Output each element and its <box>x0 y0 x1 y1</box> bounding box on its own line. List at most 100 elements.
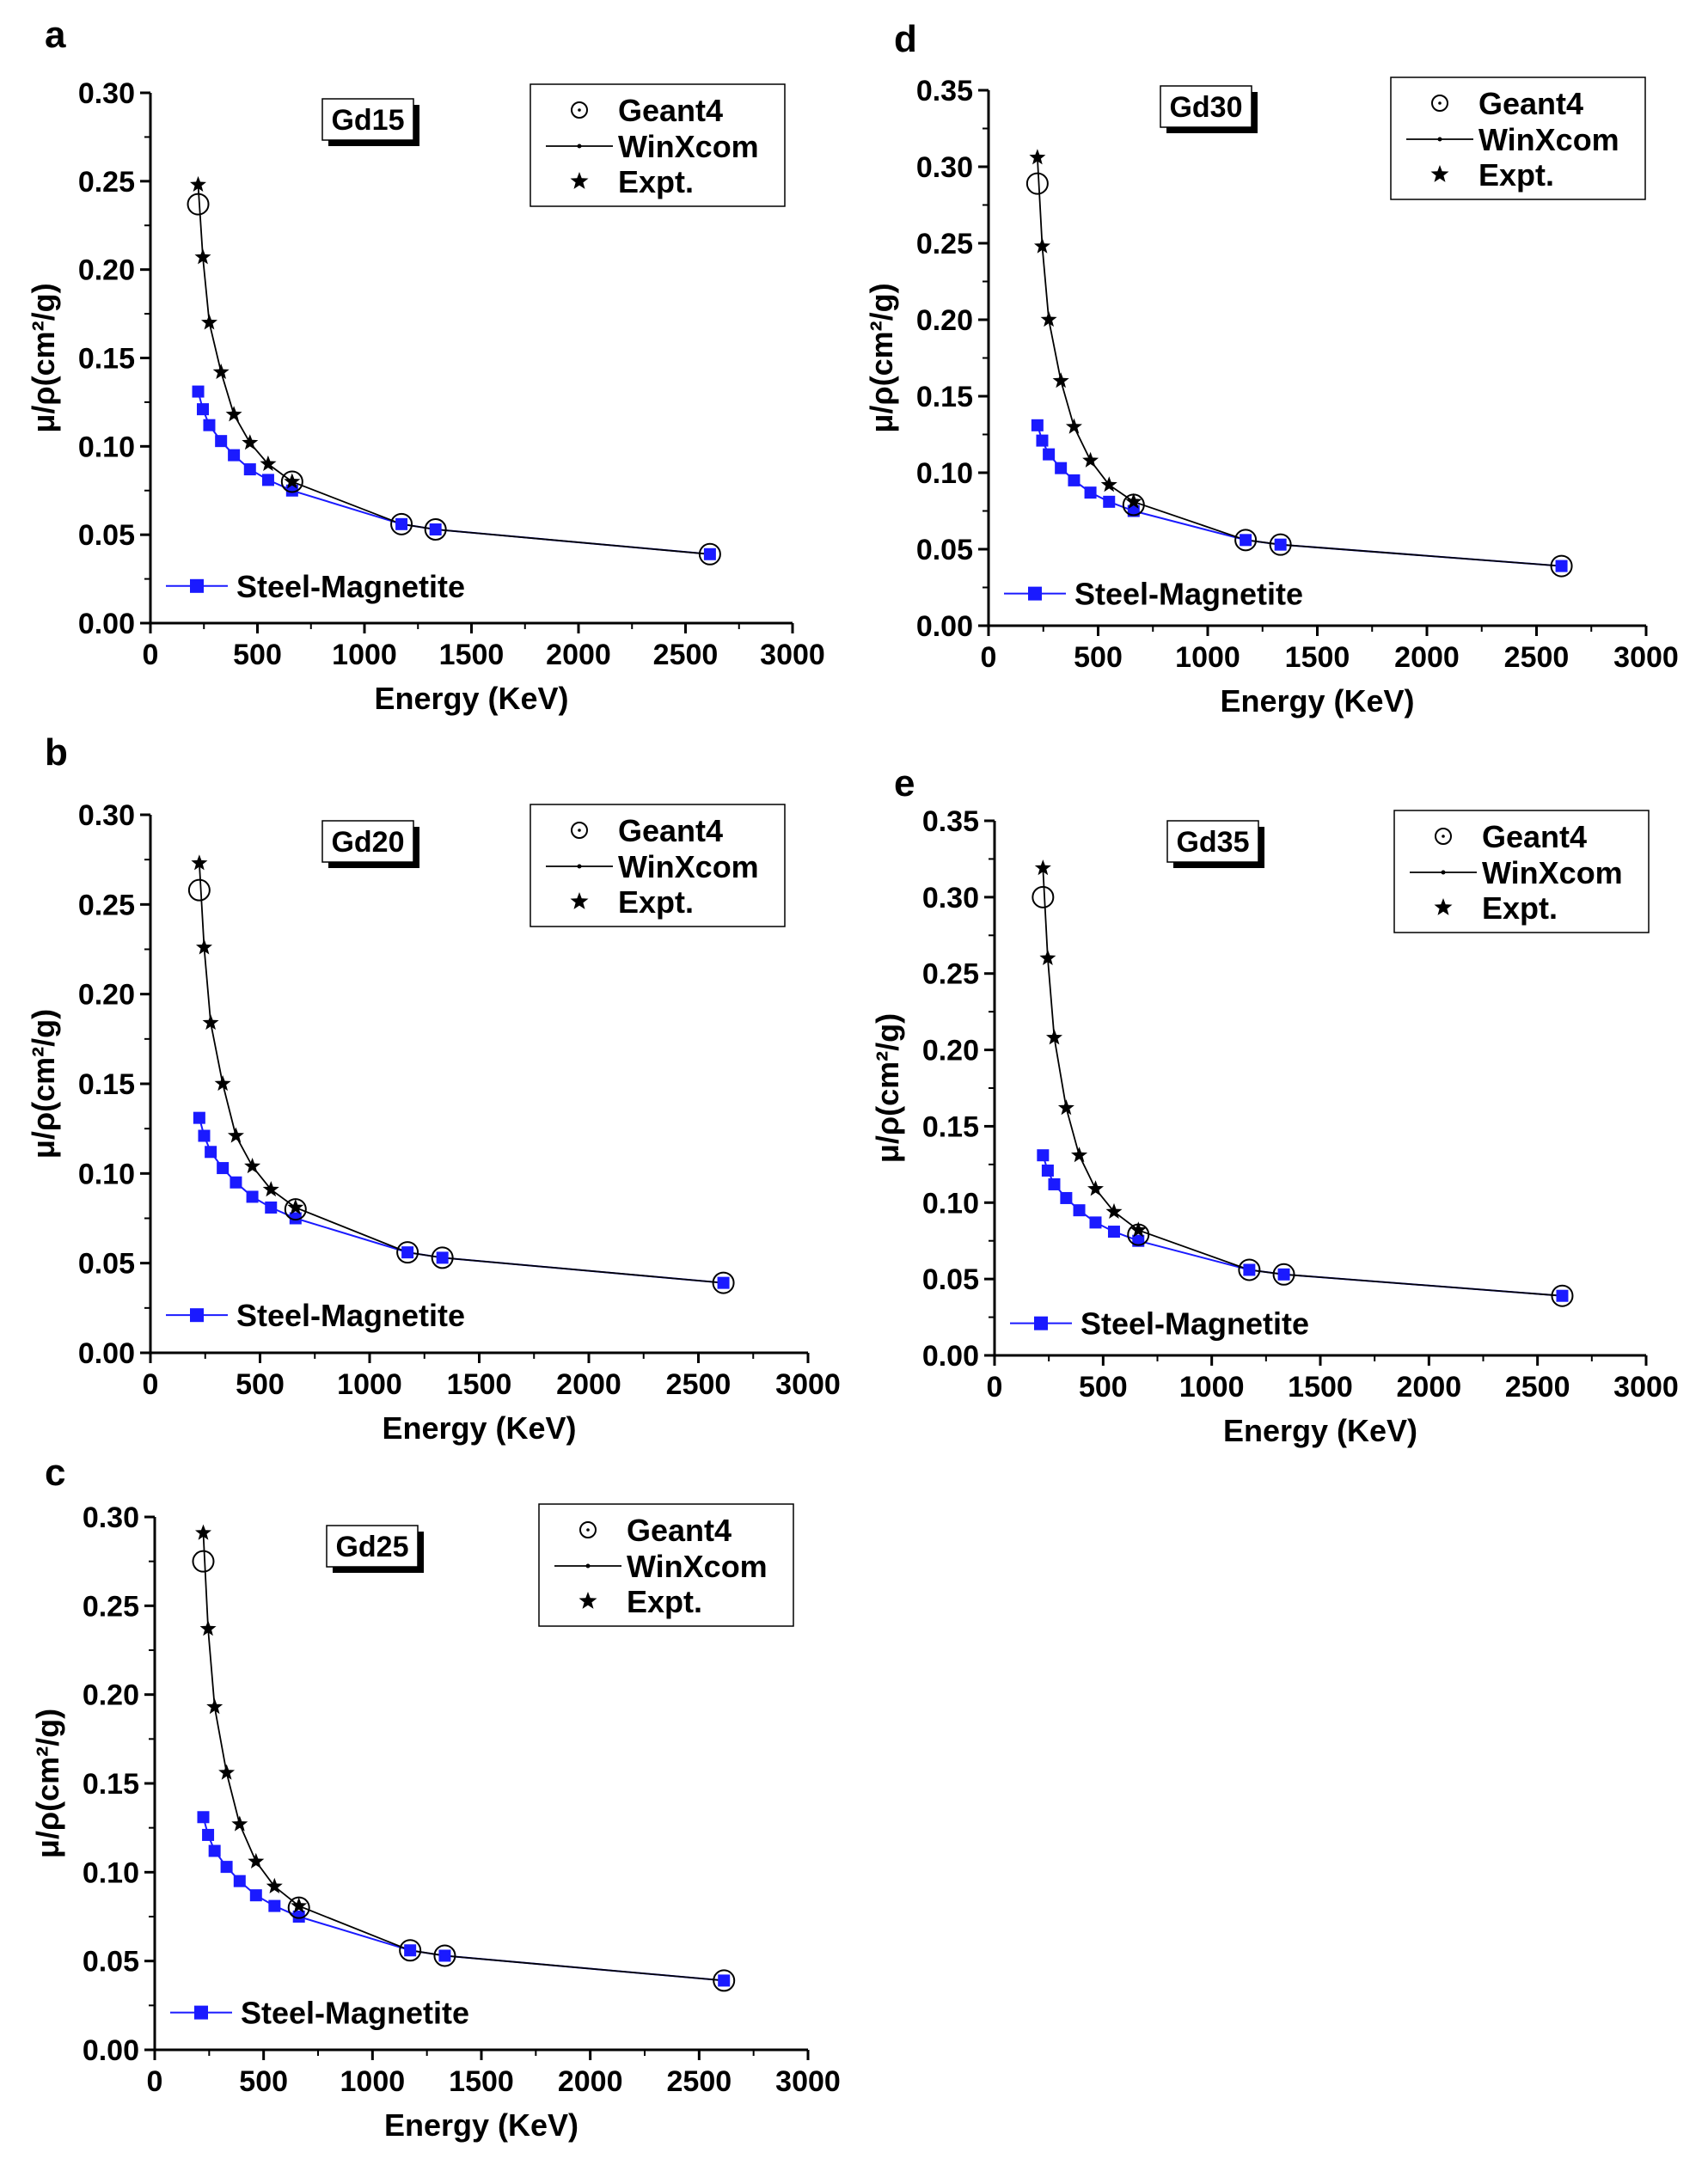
legend-box <box>1390 76 1646 200</box>
y-tick-label: 0.00 <box>83 2034 139 2067</box>
x-tick-label: 3000 <box>775 2065 841 2098</box>
y-tick-label: 0.20 <box>78 254 135 287</box>
x-tick-label: 1500 <box>449 2065 514 2098</box>
legend-label: Expt. <box>618 164 694 199</box>
x-tick-label: 2000 <box>556 1368 621 1401</box>
legend-geant4-marker <box>571 101 588 119</box>
y-tick-label: 0.00 <box>922 1340 979 1373</box>
legend-winxcom-dot <box>585 1563 591 1569</box>
y-tick-label: 0.25 <box>78 166 135 199</box>
steel-point <box>429 523 442 535</box>
steel-point <box>1048 1177 1061 1190</box>
steel-point <box>395 517 408 530</box>
expt-point <box>199 1620 217 1636</box>
steel-point <box>246 1190 259 1203</box>
y-axis-title: μ/ρ(cm²/g) <box>26 1009 61 1159</box>
y-axis-title: μ/ρ(cm²/g) <box>864 283 899 432</box>
panel-e: e 0.00 0.05 0.10 0.15 0.20 0.25 0.30 0.35 0 500 100… <box>870 762 1679 1448</box>
y-tick-label: 0.00 <box>916 610 973 643</box>
panel-letter: b <box>45 731 68 774</box>
y-tick-label: 0.10 <box>83 1856 139 1889</box>
panel-letter: d <box>894 18 917 60</box>
x-axis-title: Energy (KeV) <box>374 681 568 716</box>
expt-point <box>206 1698 223 1715</box>
expt-point <box>284 473 301 489</box>
x-tick-label: 0 <box>147 2065 163 2098</box>
expt-point <box>260 455 277 471</box>
steel-point <box>1036 434 1049 447</box>
legend-label: Geant4 <box>618 813 723 848</box>
expt-point <box>1087 1180 1104 1196</box>
legend-geant4-dot <box>586 1528 590 1532</box>
geant4-point <box>1550 554 1573 578</box>
x-tick-label: 1500 <box>1288 1371 1353 1404</box>
steel-point <box>203 419 216 431</box>
x-tick-label: 2500 <box>1504 641 1570 674</box>
geant4-point <box>713 1969 736 1992</box>
expt-point <box>244 1158 261 1174</box>
y-tick-label: 0.10 <box>78 1158 135 1190</box>
legend-steel-marker <box>1028 586 1042 601</box>
y-tick-label: 0.30 <box>78 77 135 110</box>
geant4-point <box>192 1550 215 1573</box>
steel-point <box>1089 1216 1102 1229</box>
expt-point <box>191 854 208 871</box>
sample-tag-label: Gd25 <box>335 1531 408 1563</box>
y-axis-title: μ/ρ(cm²/g) <box>26 283 61 432</box>
legend-winxcom-dot <box>1441 870 1446 875</box>
expt-point <box>214 1075 231 1092</box>
x-tick-label: 500 <box>236 1368 285 1401</box>
expt-point <box>1046 1029 1062 1045</box>
sample-tag-label: Gd30 <box>1169 91 1242 124</box>
geant4-point <box>399 1939 422 1962</box>
x-tick-label: 1000 <box>1175 641 1240 674</box>
x-tick-label: 1500 <box>447 1368 512 1401</box>
steel-point <box>1043 448 1056 461</box>
legend-label: Geant4 <box>627 1513 732 1548</box>
steel-point <box>192 385 205 398</box>
x-tick-label: 0 <box>143 639 159 671</box>
x-tick-label: 3000 <box>760 639 825 671</box>
steel-point <box>285 484 298 497</box>
legend-winxcom-dot <box>577 864 582 869</box>
steel-line <box>198 1117 724 1284</box>
sample-tag-box <box>321 820 414 863</box>
expt-point <box>1105 1202 1123 1219</box>
x-tick-label: 2500 <box>666 1368 732 1401</box>
x-tick-label: 1000 <box>337 1368 402 1401</box>
geant4-point <box>1269 533 1292 556</box>
x-axis-title: Energy (KeV) <box>1223 1413 1417 1448</box>
y-tick-label: 0.30 <box>916 151 973 184</box>
steel-point <box>1107 1226 1120 1238</box>
legend-geant4-marker <box>579 1521 597 1538</box>
steel-point <box>261 474 274 486</box>
legend-label: Geant4 <box>618 93 723 128</box>
x-tick-label: 500 <box>1079 1371 1128 1404</box>
legend-expt-marker <box>570 172 589 189</box>
geant4-point <box>1032 885 1055 908</box>
expt-point <box>242 434 259 450</box>
y-tick-label: 0.25 <box>922 958 979 991</box>
expt-point <box>287 1199 304 1215</box>
steel-point <box>718 1974 731 1987</box>
geant4-point <box>698 542 721 566</box>
expt-point <box>212 364 230 379</box>
expt-point <box>231 1815 248 1832</box>
geant4-point <box>1272 1263 1295 1286</box>
legend-geant4-dot <box>1438 101 1442 105</box>
sample-tag-box <box>326 1525 419 1568</box>
legend-label: WinXcom <box>618 849 759 884</box>
steel-point <box>1556 1289 1569 1302</box>
y-tick-label: 0.25 <box>916 228 973 260</box>
legend-steel-marker <box>190 1308 204 1323</box>
expt-point <box>227 1127 244 1143</box>
x-tick-label: 500 <box>233 639 282 671</box>
expt-point <box>1034 859 1051 876</box>
y-tick-label: 0.10 <box>78 431 135 463</box>
y-tick-label: 0.25 <box>83 1590 139 1623</box>
steel-point <box>230 1176 242 1189</box>
x-tick-label: 3000 <box>1613 1371 1679 1404</box>
y-tick-label: 0.35 <box>922 805 979 838</box>
legend-steel-label: Steel-Magnetite <box>241 1996 469 2031</box>
